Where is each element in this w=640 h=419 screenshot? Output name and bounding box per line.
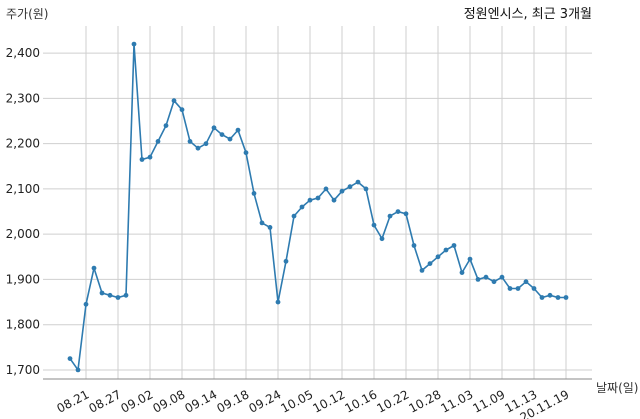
x-tick-label: 08.27 — [86, 387, 123, 415]
price-point — [75, 367, 81, 373]
price-point — [107, 292, 113, 298]
y-tick-label: 2,000 — [6, 227, 40, 241]
price-point — [491, 279, 497, 285]
grid-lines — [43, 26, 592, 379]
price-point — [347, 184, 353, 190]
y-tick-label: 1,800 — [6, 318, 40, 332]
price-point — [531, 286, 537, 291]
price-point — [411, 243, 417, 248]
price-point — [235, 127, 241, 133]
price-point — [467, 256, 473, 262]
y-axis-title: 주가(원) — [6, 7, 48, 21]
price-point — [99, 290, 105, 296]
price-point — [267, 225, 273, 230]
price-point — [67, 356, 73, 361]
x-tick-label: 09.14 — [182, 387, 219, 415]
price-point — [403, 211, 409, 217]
price-point — [307, 197, 313, 203]
y-tick-label: 2,200 — [6, 137, 40, 151]
x-tick-label: 11.03 — [438, 387, 475, 415]
price-point — [251, 191, 257, 196]
y-tick-label: 2,300 — [6, 91, 40, 105]
price-point — [323, 186, 329, 192]
price-point — [131, 41, 137, 47]
price-point — [435, 254, 441, 260]
y-tick-label: 1,900 — [6, 272, 40, 286]
price-point — [443, 247, 449, 253]
price-point — [171, 98, 177, 104]
price-point — [379, 236, 385, 242]
price-point — [459, 270, 465, 275]
price-point — [243, 150, 249, 156]
chart-title: 정원엔시스, 최근 3개월 — [464, 7, 592, 22]
x-tick-label: 10.05 — [278, 387, 315, 415]
price-point — [219, 132, 225, 138]
price-point — [523, 279, 529, 285]
x-tick-label: 10.22 — [374, 387, 411, 415]
x-tick-label: 10.16 — [342, 387, 379, 415]
price-point — [227, 136, 233, 142]
x-tick-label: 09.24 — [246, 387, 283, 415]
price-point — [195, 145, 201, 151]
price-point — [451, 243, 457, 248]
price-point — [155, 139, 161, 144]
x-tick-label: 09.18 — [214, 387, 251, 415]
price-point — [539, 295, 545, 300]
price-point — [179, 107, 185, 113]
x-tick-label: 11.09 — [470, 387, 507, 415]
price-point — [499, 274, 505, 280]
price-series — [67, 41, 569, 373]
x-tick-label: 09.08 — [150, 387, 187, 415]
x-tick-label: 10.12 — [310, 387, 347, 415]
price-point — [331, 197, 337, 203]
price-point — [371, 222, 377, 228]
x-tick-label: 08.21 — [54, 387, 91, 415]
price-point — [83, 301, 89, 307]
price-point — [123, 292, 129, 298]
price-point — [355, 179, 361, 185]
price-point — [115, 295, 121, 300]
price-point — [275, 299, 281, 305]
y-tick-label: 1,700 — [6, 363, 40, 377]
price-point — [387, 213, 393, 219]
price-point — [203, 141, 209, 147]
price-point — [547, 292, 553, 298]
tick-labels: 1,700 1,800 1,900 2,000 2,100 2,200 2,300 2,400… — [6, 46, 572, 419]
price-point — [507, 286, 513, 291]
price-point — [211, 125, 217, 131]
y-tick-label: 2,100 — [6, 182, 40, 196]
x-axis-title: 날짜(일) — [596, 381, 638, 395]
price-point — [283, 258, 289, 264]
price-point — [427, 261, 433, 266]
y-tick-label: 2,400 — [6, 46, 40, 60]
x-tick-label: 10.28 — [406, 387, 443, 415]
price-point — [91, 265, 97, 271]
price-point — [395, 209, 401, 215]
price-point — [163, 123, 169, 128]
price-point — [291, 213, 297, 219]
price-line — [69, 43, 566, 371]
price-point — [483, 274, 489, 280]
price-point — [259, 220, 265, 226]
price-point — [555, 295, 561, 300]
price-point — [475, 277, 481, 282]
price-point — [563, 295, 569, 300]
price-point — [139, 157, 145, 162]
price-point — [363, 186, 369, 192]
price-point — [339, 188, 345, 194]
price-point — [299, 204, 305, 210]
price-point — [419, 268, 425, 273]
price-point — [147, 154, 153, 160]
price-point — [515, 286, 521, 291]
price-point — [187, 139, 193, 144]
x-tick-label: 09.02 — [118, 387, 155, 415]
price-point — [315, 195, 321, 201]
